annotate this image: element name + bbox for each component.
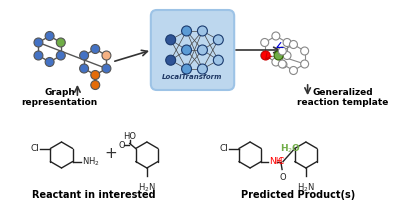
Circle shape (274, 51, 283, 60)
Text: Reactant in interested: Reactant in interested (32, 190, 156, 200)
Circle shape (182, 64, 192, 74)
Circle shape (261, 52, 269, 60)
FancyBboxPatch shape (151, 10, 234, 90)
Circle shape (213, 35, 223, 45)
Text: Generalized
reaction template: Generalized reaction template (297, 88, 388, 107)
Text: C: C (278, 157, 284, 166)
Circle shape (166, 35, 176, 45)
Circle shape (278, 60, 286, 68)
Circle shape (91, 71, 100, 80)
Text: Graph
representation: Graph representation (22, 88, 98, 107)
Text: H$_2$N: H$_2$N (138, 181, 156, 194)
Circle shape (56, 51, 65, 60)
Text: H$_2$O: H$_2$O (280, 142, 302, 155)
Circle shape (45, 32, 54, 40)
Circle shape (80, 51, 88, 60)
Circle shape (213, 55, 223, 65)
Circle shape (34, 51, 43, 60)
Circle shape (56, 38, 65, 47)
Circle shape (290, 67, 298, 74)
Text: +: + (105, 145, 118, 160)
Circle shape (102, 51, 111, 60)
Circle shape (166, 55, 176, 65)
Circle shape (102, 64, 111, 73)
Text: LocalTransform: LocalTransform (162, 74, 223, 80)
Text: NH$_2$: NH$_2$ (82, 155, 99, 168)
Circle shape (34, 38, 43, 47)
Circle shape (45, 57, 54, 67)
Circle shape (290, 40, 298, 49)
Circle shape (198, 26, 207, 36)
Circle shape (278, 47, 286, 55)
Circle shape (182, 26, 192, 36)
Circle shape (261, 39, 269, 46)
Text: H$_2$N: H$_2$N (297, 181, 315, 194)
Circle shape (283, 39, 291, 46)
Circle shape (272, 58, 280, 66)
Text: NH: NH (269, 157, 283, 166)
Circle shape (283, 52, 291, 60)
Circle shape (261, 51, 270, 60)
Circle shape (198, 45, 207, 55)
Circle shape (80, 64, 88, 73)
Circle shape (301, 60, 309, 68)
Text: O: O (118, 141, 125, 150)
Circle shape (91, 45, 100, 53)
Text: Cl: Cl (30, 144, 40, 153)
Circle shape (280, 61, 287, 68)
Text: HO: HO (123, 132, 136, 141)
Text: O: O (280, 173, 286, 183)
Circle shape (182, 45, 192, 55)
Text: Cl: Cl (219, 144, 228, 153)
Circle shape (198, 64, 207, 74)
Circle shape (301, 47, 309, 55)
Text: Predicted Product(s): Predicted Product(s) (240, 190, 355, 200)
Circle shape (91, 81, 100, 89)
Circle shape (272, 32, 280, 40)
